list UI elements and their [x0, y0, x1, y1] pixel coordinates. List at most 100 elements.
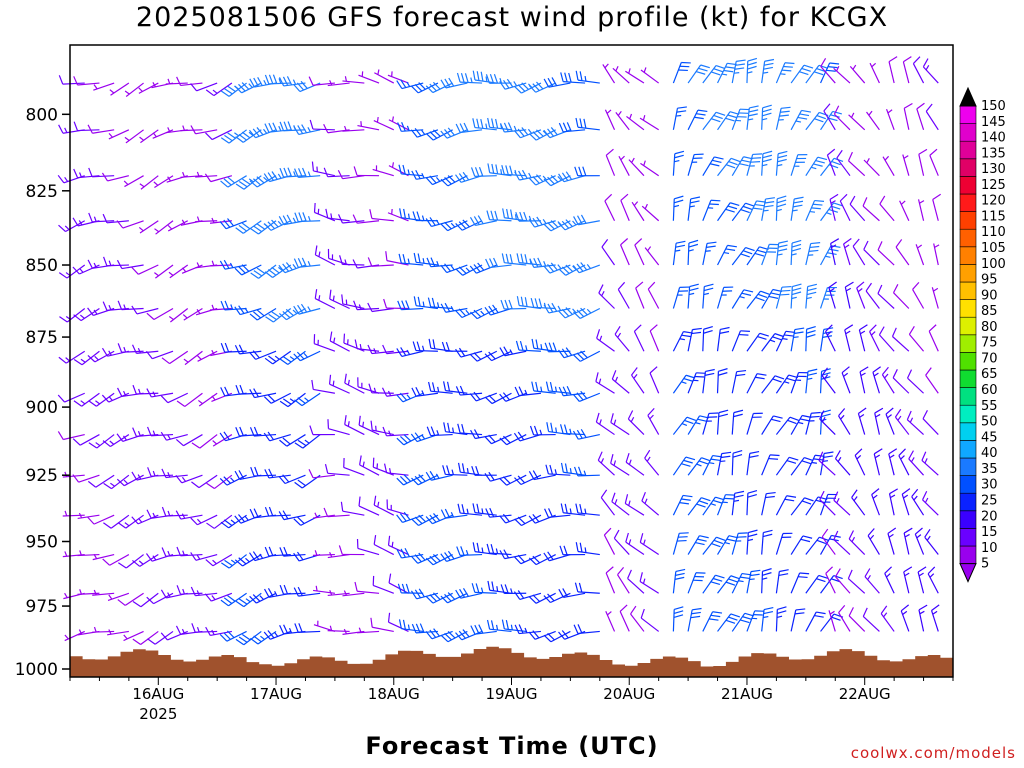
wind-barb: [131, 305, 159, 315]
wind-barb: [73, 121, 100, 132]
wind-barb: [139, 129, 159, 144]
wind-barb: [558, 219, 586, 231]
wind-barb: [880, 605, 895, 632]
wind-barb: [687, 372, 706, 394]
wind-barb: [790, 535, 813, 555]
wind-barb: [558, 122, 586, 133]
wind-barb: [57, 431, 85, 441]
wind-barb: [220, 592, 247, 607]
wind-barb: [687, 196, 701, 221]
wind-barb: [176, 546, 203, 557]
wind-barb: [620, 238, 630, 266]
wind-barb: [866, 110, 880, 131]
wind-barb: [457, 503, 483, 516]
x-tick-label: 18AUG: [368, 685, 420, 703]
wind-barb: [702, 326, 713, 352]
wind-barb: [234, 344, 262, 355]
wind-barb: [168, 264, 189, 279]
wind-barb: [73, 392, 100, 407]
wind-barb: [898, 448, 910, 476]
wind-barb: [838, 408, 851, 435]
wind-barb: [58, 264, 86, 279]
chart-title: 2025081506 GFS forecast wind profile (kt…: [135, 2, 889, 33]
wind-barb: [426, 426, 453, 437]
wind-barb: [294, 623, 321, 633]
wind-barb: [153, 175, 174, 188]
wind-barb: [190, 125, 218, 135]
wind-barb: [625, 532, 645, 556]
wind-barb: [529, 425, 556, 436]
wind-barb: [558, 588, 586, 599]
wind-barb: [902, 154, 910, 176]
wind-barb: [790, 64, 814, 84]
wind-barb: [716, 286, 734, 309]
wind-barb: [455, 219, 483, 231]
wind-barb: [925, 367, 939, 394]
wind-barb: [279, 434, 306, 447]
wind-barb: [628, 157, 645, 177]
wind-barb: [180, 125, 203, 132]
wind-barb: [672, 240, 686, 266]
wind-barb: [264, 350, 292, 365]
wind-barb: [87, 124, 115, 134]
wind-barb: [385, 251, 409, 266]
wind-barb: [869, 62, 880, 84]
wind-barb: [132, 554, 159, 567]
wind-barb: [204, 592, 233, 602]
wind-barb: [863, 157, 880, 177]
wind-barb: [635, 281, 645, 309]
wind-barb: [573, 466, 600, 477]
wind-barb: [687, 239, 699, 266]
wind-barb: [499, 549, 527, 560]
wind-barb: [869, 324, 880, 352]
wind-barb: [123, 175, 144, 188]
wind-barb: [249, 307, 277, 321]
wind-barb: [687, 153, 704, 176]
wind-barb: [634, 238, 645, 266]
wind-barb: [672, 150, 685, 176]
wind-barb: [848, 112, 866, 131]
wind-barb: [88, 434, 115, 449]
wind-barb: [160, 392, 188, 404]
wind-barb: [116, 474, 144, 487]
wind-barb: [543, 630, 571, 643]
wind-barb: [323, 167, 350, 178]
wind-barb: [746, 200, 766, 222]
wind-barb: [644, 449, 660, 476]
wind-barb: [190, 586, 218, 597]
wind-barb: [775, 495, 797, 516]
wind-barb: [206, 474, 233, 490]
wind-barb: [746, 57, 758, 84]
colorbar-label: 40: [981, 446, 998, 461]
wind-barb: [396, 547, 424, 559]
wind-barb: [672, 494, 693, 516]
wind-barb: [602, 63, 616, 84]
wind-barb: [805, 111, 829, 131]
wind-barb: [93, 82, 115, 91]
wind-barb: [528, 554, 556, 566]
wind-barb: [873, 448, 883, 476]
wind-barb: [641, 491, 660, 516]
wind-barb: [639, 572, 659, 594]
wind-barb: [250, 264, 277, 279]
wind-barb: [235, 630, 262, 646]
wind-barb: [918, 604, 928, 632]
wind-barb: [716, 62, 737, 84]
wind-barb: [513, 431, 542, 442]
wind-barb: [528, 129, 556, 141]
wind-barb: [456, 72, 483, 84]
wind-barb: [343, 457, 365, 476]
wind-barb: [176, 76, 203, 87]
wind-barb: [102, 213, 129, 224]
wind-barb: [605, 566, 616, 594]
wind-barb: [440, 592, 468, 604]
wind-barb: [902, 56, 912, 84]
wind-barb: [486, 619, 512, 633]
wind-barb: [161, 468, 188, 479]
wind-barb: [219, 218, 247, 230]
wind-barb: [358, 415, 380, 436]
wind-barb: [717, 157, 741, 177]
wind-barb: [746, 332, 769, 352]
wind-barb: [62, 510, 85, 517]
wind-barb: [131, 344, 159, 355]
